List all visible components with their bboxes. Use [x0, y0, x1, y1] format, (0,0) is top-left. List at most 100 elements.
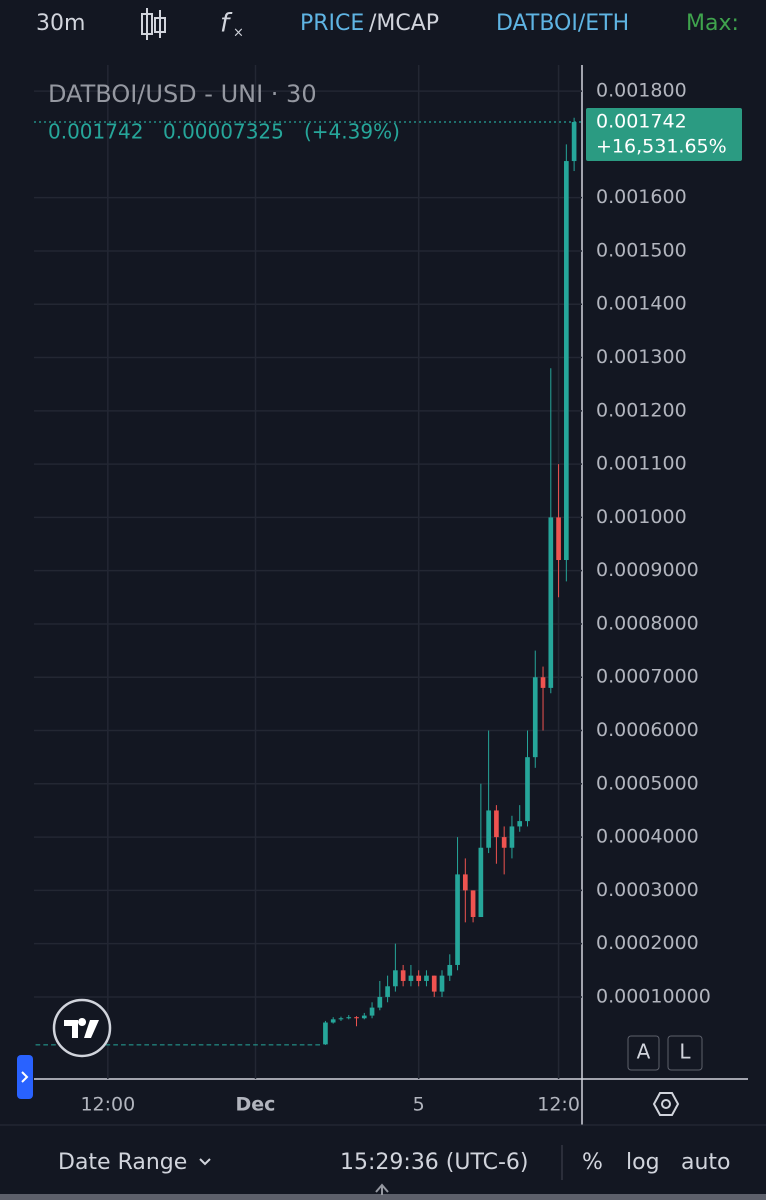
candle-body: [51, 1044, 56, 1046]
candle-body: [323, 1022, 328, 1045]
candle-body: [532, 677, 538, 758]
candle-body: [439, 975, 445, 992]
percent-button[interactable]: %: [582, 1150, 603, 1175]
candle-body: [183, 1044, 188, 1046]
y-tick-label: 0.001000: [596, 506, 687, 528]
candle-body: [198, 1044, 204, 1046]
y-tick-label: 0.0008000: [596, 612, 699, 634]
candle-body: [190, 1044, 196, 1046]
candle-body: [229, 1044, 235, 1046]
date-range-button[interactable]: Date Range: [58, 1150, 187, 1175]
mcap-toggle[interactable]: /MCAP: [369, 11, 439, 36]
candle-body: [330, 1019, 336, 1023]
bottom-bar: [0, 1194, 766, 1200]
expand-arrow[interactable]: [375, 1183, 389, 1195]
candle-body: [478, 847, 484, 918]
y-tick-label: 0.001600: [596, 186, 687, 208]
candle-body: [159, 1044, 165, 1046]
candle-body: [424, 975, 429, 981]
candle-body: [361, 1015, 367, 1019]
candle-body: [338, 1018, 344, 1020]
candle-body: [354, 1017, 359, 1019]
candle-body: [144, 1044, 150, 1046]
auto-scale-button[interactable]: [627, 1035, 660, 1071]
candle-body: [486, 810, 491, 848]
candle-body: [292, 1044, 297, 1046]
y-tick-label: 0.0006000: [596, 719, 699, 741]
y-tick-label: 0.001100: [596, 453, 687, 475]
candle-body: [206, 1044, 212, 1046]
auto-button[interactable]: auto: [681, 1150, 731, 1175]
candle-body: [416, 975, 422, 981]
candle-body: [571, 122, 577, 162]
candle-body: [276, 1044, 282, 1046]
candle-body: [222, 1044, 227, 1046]
candle-body: [35, 1044, 41, 1046]
candle-body: [237, 1044, 243, 1046]
log-scale-label: L: [679, 1040, 691, 1064]
y-tick-label: 0.001800: [596, 80, 687, 102]
candle-body: [517, 821, 523, 827]
candle-body: [299, 1044, 305, 1046]
candle-body: [284, 1044, 289, 1046]
tradingview-logo[interactable]: [52, 998, 112, 1058]
date-range-caret: [199, 1158, 211, 1166]
candle-body: [175, 1044, 181, 1046]
y-tick-label: 0.0003000: [596, 879, 699, 901]
candle-body: [136, 1044, 142, 1046]
log-button[interactable]: log: [626, 1150, 660, 1175]
candle-body: [377, 996, 383, 1008]
candle-body: [43, 1044, 48, 1046]
price-tag-price: 0.001742: [596, 111, 687, 133]
candle-body: [128, 1044, 134, 1046]
auto-scale-label: A: [637, 1040, 651, 1064]
candle-body: [564, 161, 569, 561]
x-tick-label: 12:00: [80, 1094, 135, 1116]
legend-close: 0.001742: [48, 120, 143, 144]
y-tick-label: 0.001200: [596, 399, 687, 421]
candle-body: [525, 757, 530, 822]
side-handle[interactable]: [17, 1055, 33, 1099]
clock: 15:29:36 (UTC-6): [340, 1150, 529, 1175]
price-tag-change: +16,531.65%: [596, 136, 727, 158]
x-tick-label: 5: [413, 1094, 425, 1116]
legend-change: 0.00007325: [163, 120, 284, 144]
y-tick-label: 0.0007000: [596, 666, 699, 688]
y-tick-label: 0.001400: [596, 293, 687, 315]
log-scale-button[interactable]: [667, 1035, 703, 1071]
candle-body: [214, 1044, 219, 1046]
plot-area: [34, 65, 582, 1079]
candle-body: [307, 1044, 313, 1046]
indicator-icon-x: ×: [233, 26, 244, 41]
price-toggle[interactable]: PRICE: [300, 11, 364, 36]
candle-body: [253, 1044, 258, 1046]
y-tick-label: 0.0005000: [596, 772, 699, 794]
y-tick-label: 0.0009000: [596, 559, 699, 581]
candle-icon[interactable]: [141, 8, 166, 40]
candle-body: [393, 970, 398, 987]
candle-body: [369, 1007, 375, 1016]
candle-body: [509, 826, 515, 848]
candle-body: [113, 1044, 118, 1046]
x-tick-label: 12:0: [537, 1094, 580, 1116]
pair-toggle[interactable]: DATBOI/ETH: [496, 11, 629, 36]
candle-body: [105, 1044, 111, 1046]
max-label[interactable]: Max:: [686, 11, 739, 36]
candle-body: [494, 810, 499, 838]
interval-button[interactable]: 30m: [36, 11, 85, 36]
candle-body: [470, 890, 476, 918]
settings-icon[interactable]: [652, 1092, 680, 1116]
legend-title: DATBOI/USD - UNI · 30: [48, 80, 317, 108]
candle-body: [167, 1044, 173, 1046]
candle-body: [462, 874, 468, 891]
y-tick-label: 0.001300: [596, 346, 687, 368]
candle-body: [385, 986, 390, 997]
candle-body: [408, 975, 414, 981]
candle-body: [260, 1044, 266, 1046]
candle-body: [400, 970, 406, 981]
y-tick-label: 0.001500: [596, 239, 687, 261]
candle-body: [346, 1017, 352, 1019]
candle-body: [152, 1044, 157, 1046]
